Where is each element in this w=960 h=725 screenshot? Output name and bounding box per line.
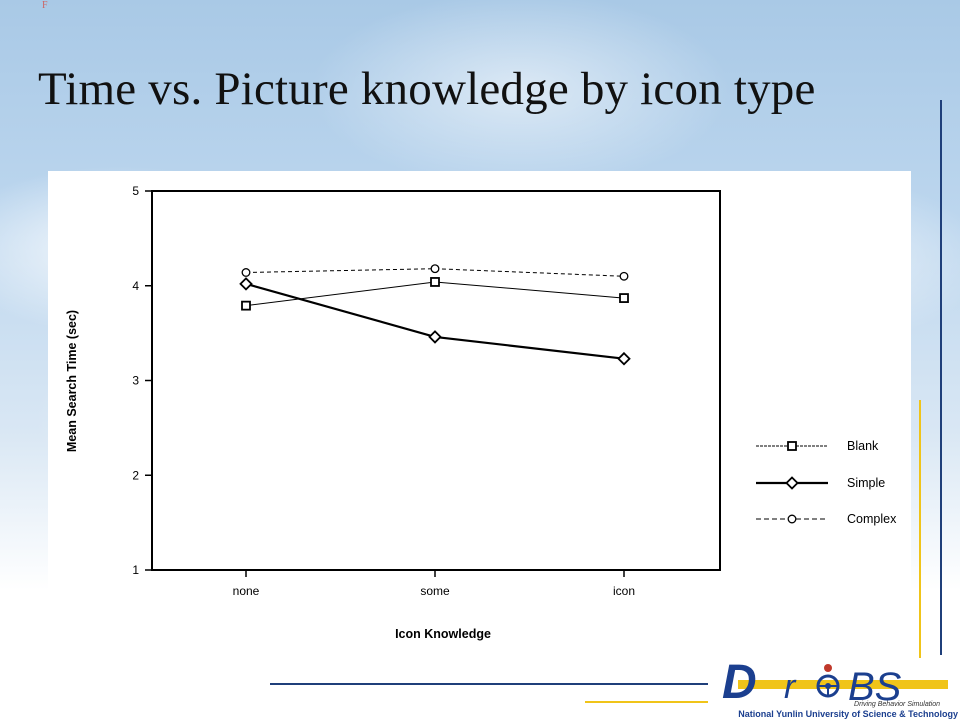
legend-label-blank: Blank xyxy=(847,439,879,453)
x-axis-label: Icon Knowledge xyxy=(395,627,491,641)
data-point-blank xyxy=(430,277,440,287)
accent-line-yellow-horizontal xyxy=(585,701,710,703)
logo-institution: National Yunlin University of Science & … xyxy=(738,709,958,719)
accent-line-blue-horizontal xyxy=(270,683,710,685)
y-tick-label: 2 xyxy=(132,468,139,482)
data-point-simple xyxy=(617,351,631,366)
corner-mark: F xyxy=(42,0,48,11)
legend-marker-blank xyxy=(787,441,797,451)
x-tick-label: none xyxy=(233,584,260,598)
series-line-simple xyxy=(245,282,625,360)
x-tick-label: icon xyxy=(613,584,635,598)
data-point-blank xyxy=(619,293,629,303)
logo-letter-r: r xyxy=(784,668,797,706)
series-layer xyxy=(239,264,631,366)
logo-letters-bs: BS xyxy=(848,665,902,709)
y-axis: 1 2 3 4 5 xyxy=(132,184,152,577)
legend-label-simple: Simple xyxy=(847,476,885,490)
logo-tagline: Driving Behavior Simulation xyxy=(854,701,940,708)
accent-line-yellow-vertical xyxy=(919,400,921,702)
data-point-complex xyxy=(619,271,629,281)
data-point-simple xyxy=(239,277,253,291)
steering-wheel-icon xyxy=(816,664,840,698)
y-tick-label: 4 xyxy=(132,279,139,293)
y-tick-label: 3 xyxy=(132,374,139,388)
plot-frame xyxy=(151,190,721,571)
slide-title: Time vs. Picture knowledge by icon type xyxy=(38,63,816,115)
y-tick-label: 1 xyxy=(132,563,139,577)
data-point-simple xyxy=(428,330,442,344)
chart-panel: 1 2 3 4 5 none some icon Mean Search Time (sec… xyxy=(48,171,911,668)
legend-marker-complex xyxy=(787,514,797,524)
drbs-logo: D r BS Driving Behavior Simulation Natio… xyxy=(708,656,960,720)
logo-letter-d: D xyxy=(722,658,757,709)
legend-label-complex: Complex xyxy=(847,512,897,526)
legend: Blank Simple Complex xyxy=(756,439,897,526)
x-tick-label: some xyxy=(420,584,450,598)
legend-marker-simple xyxy=(785,476,799,490)
x-axis: none some icon xyxy=(233,570,635,598)
line-chart: 1 2 3 4 5 none some icon Mean Search Time (sec… xyxy=(65,184,897,641)
y-axis-label: Mean Search Time (sec) xyxy=(65,310,79,452)
data-point-complex xyxy=(241,268,251,277)
accent-line-blue-vertical xyxy=(940,100,942,655)
y-tick-label: 5 xyxy=(132,184,139,198)
data-point-complex xyxy=(430,264,440,274)
data-point-blank xyxy=(241,300,251,311)
